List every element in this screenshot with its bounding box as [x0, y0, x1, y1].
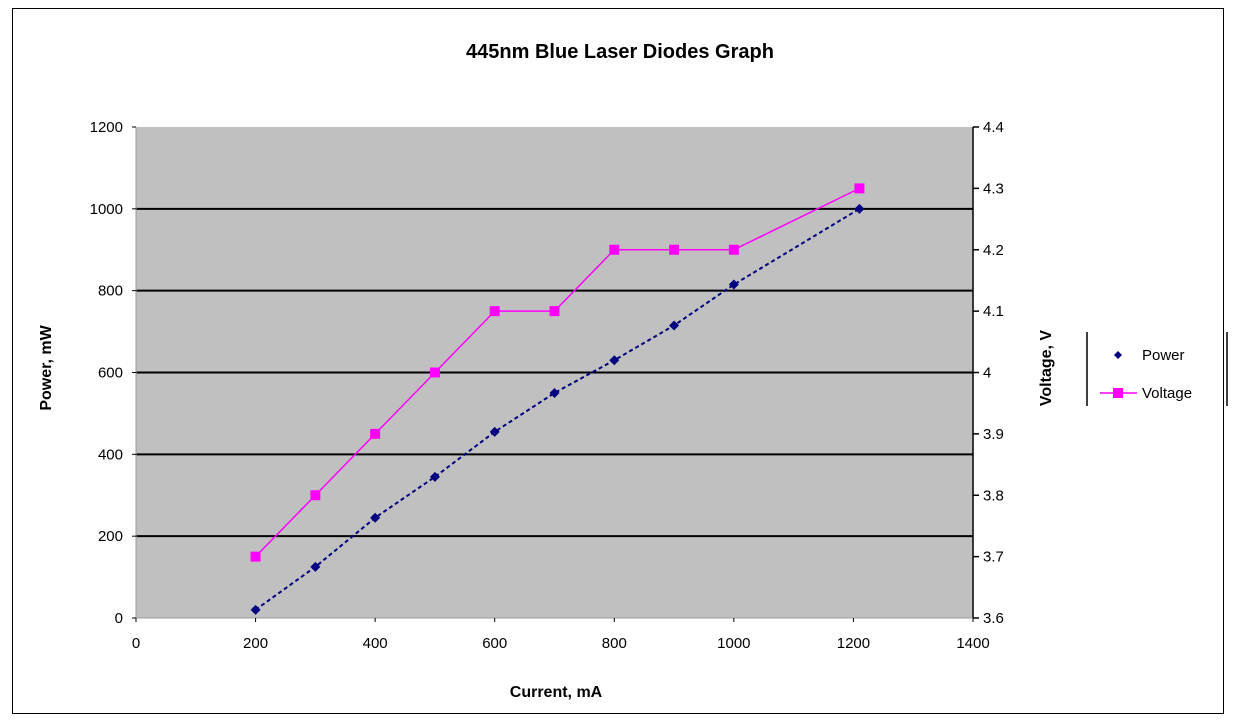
voltage-point	[370, 428, 381, 439]
y-tick-label: 1000	[90, 201, 123, 218]
x-tick-label: 400	[363, 635, 388, 652]
power-point	[489, 426, 500, 437]
legend-items: Power Voltage	[1100, 347, 1192, 402]
voltage-point	[728, 244, 739, 255]
power-point	[669, 320, 680, 331]
power-series-line	[254, 207, 860, 611]
y-tick-label: 800	[98, 283, 123, 300]
legend-power-marker	[1114, 351, 1122, 359]
y2-tick-label: 4.3	[983, 180, 1004, 197]
voltage-point	[549, 306, 560, 317]
chart-title: 445nm Blue Laser Diodes Graph	[466, 41, 774, 63]
power-point	[854, 203, 865, 214]
legend-voltage-marker	[1113, 388, 1123, 398]
series-layer	[250, 183, 865, 615]
power-point	[429, 471, 440, 482]
voltage-point	[310, 490, 321, 501]
y-tick-label: 1200	[90, 119, 123, 136]
y2-tick-label: 4	[983, 365, 991, 382]
legend-power-label: Power	[1142, 347, 1185, 364]
voltage-point	[854, 183, 865, 194]
voltage-point	[609, 244, 620, 255]
legend-voltage-label: Voltage	[1142, 385, 1192, 402]
x-tick-label: 1000	[717, 635, 750, 652]
y-tick-label: 200	[98, 528, 123, 545]
y2-axis-title: Voltage, V	[1038, 330, 1055, 406]
y2-tick-label: 3.8	[983, 487, 1004, 504]
power-point	[549, 387, 560, 398]
power-point	[250, 604, 261, 615]
power-point	[728, 279, 739, 290]
y-tick-label: 600	[98, 365, 123, 382]
gridlines	[136, 207, 973, 538]
y2-tick-label: 4.4	[983, 119, 1004, 136]
x-tick-label: 1400	[956, 635, 989, 652]
y2-tick-label: 3.6	[983, 610, 1004, 627]
x-tick-label: 800	[602, 635, 627, 652]
x-tick-label: 1200	[837, 635, 870, 652]
power-point	[370, 512, 381, 523]
x-tick-label: 200	[243, 635, 268, 652]
y-tick-label: 0	[115, 610, 123, 627]
y-tick-label: 400	[98, 446, 123, 463]
tick-labels: 0 200 400 600 800 1000 1200 3.6 3.7 3.8 3.9 4 4.1 4.2…	[90, 119, 1004, 652]
y2-tick-label: 4.2	[983, 242, 1004, 259]
x-axis-title: Current, mA	[510, 684, 603, 701]
y-axis-title: Power, mW	[38, 324, 55, 410]
voltage-point	[669, 244, 680, 255]
x-tick-label: 0	[132, 635, 140, 652]
legend: Power Voltage	[1086, 332, 1228, 406]
y2-tick-label: 4.1	[983, 303, 1004, 320]
voltage-point	[489, 306, 500, 317]
voltage-point	[429, 367, 440, 378]
x-tick-label: 600	[482, 635, 507, 652]
power-point	[310, 561, 321, 572]
y2-tick-label: 3.9	[983, 426, 1004, 443]
y2-tick-label: 3.7	[983, 549, 1004, 566]
power-point	[609, 355, 620, 366]
voltage-point	[250, 551, 261, 562]
axes	[132, 126, 979, 622]
voltage-series-line	[255, 187, 860, 558]
